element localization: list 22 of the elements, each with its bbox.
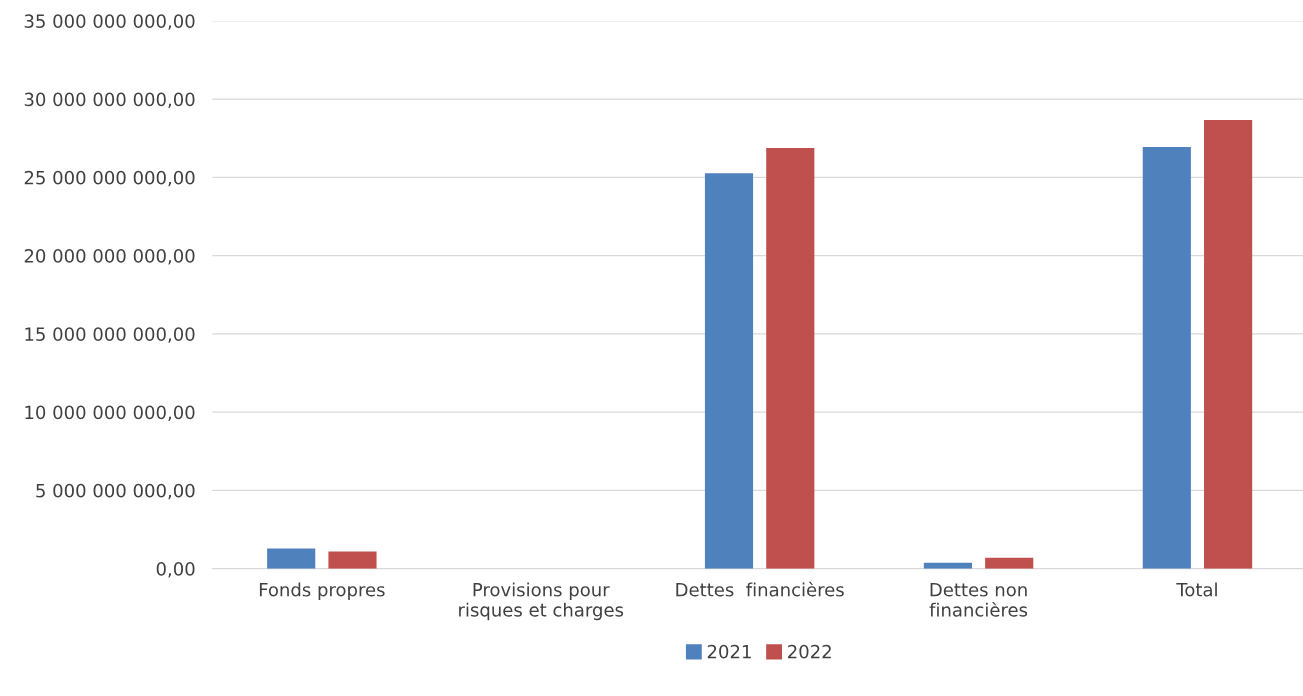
x-tick-label: Fonds propres xyxy=(259,582,385,600)
x-tick-label: Dettes financières xyxy=(676,581,844,597)
x-tick-label: Dettes non financières xyxy=(929,583,1028,617)
x-tick-label: Total xyxy=(1176,582,1217,597)
y-tick-label: 10 000 000 000,00 xyxy=(25,405,195,422)
bar xyxy=(985,557,1034,569)
y-tick-label: 20 000 000 000,00 xyxy=(24,249,195,265)
x-tick-label: Provisions pour risques et charges xyxy=(459,582,624,621)
y-tick-label: 30 000 000 000,00 xyxy=(24,92,195,109)
legend-label: 2022 xyxy=(788,644,831,659)
bar xyxy=(1142,147,1191,569)
y-tick-label: 0,00 xyxy=(156,562,195,578)
bar xyxy=(766,148,815,569)
y-tick-label: 35 000 000 000,00 xyxy=(24,14,195,30)
bar xyxy=(267,548,316,569)
bar xyxy=(704,173,754,569)
y-tick-label: 15 000 000 000,00 xyxy=(25,327,195,343)
legend-label: 2021 xyxy=(707,644,751,659)
bar xyxy=(328,551,377,569)
bar xyxy=(1204,120,1253,569)
y-tick-label: 5 000 000 000,00 xyxy=(36,483,195,500)
y-tick-label: 25 000 000 000,00 xyxy=(24,170,195,187)
